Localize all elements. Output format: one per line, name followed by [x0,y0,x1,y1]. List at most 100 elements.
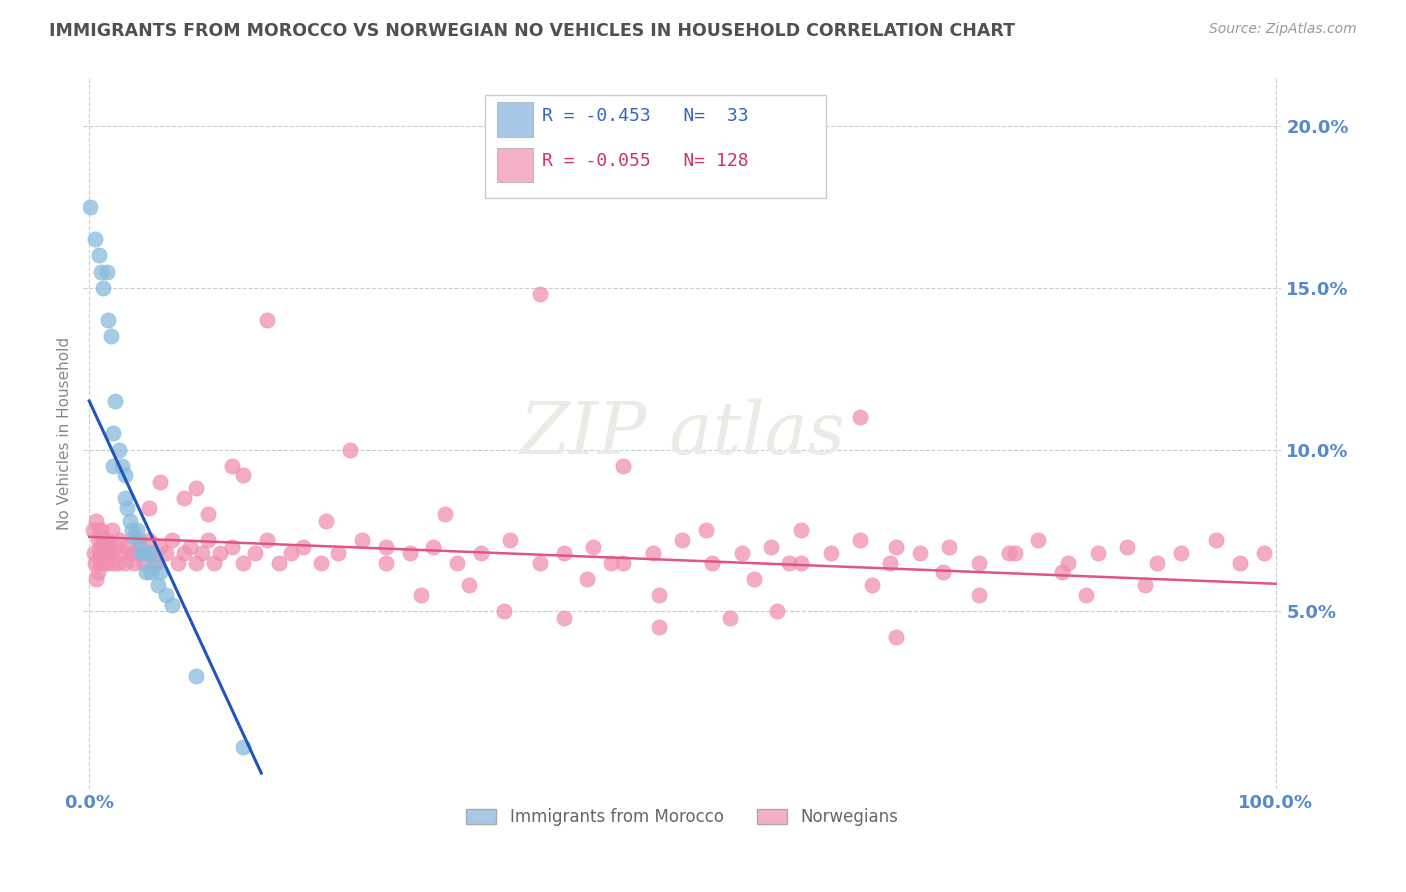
Point [98,540,121,554]
Point [582,540,605,554]
Point [647,588,669,602]
Point [96,264,118,278]
Point [1229,556,1251,570]
Point [221,458,243,473]
Point [87,546,110,560]
Point [100,524,122,538]
Point [87,524,110,538]
Point [221,540,243,554]
Point [612,458,634,473]
Point [1050,566,1073,580]
Point [86,566,108,580]
Point [1004,546,1026,560]
Point [612,556,634,570]
Point [647,620,669,634]
Point [155,546,177,560]
Point [967,556,990,570]
Point [197,507,219,521]
Point [128,533,150,547]
Point [101,556,124,570]
Point [93,540,115,554]
Point [1133,578,1156,592]
Point [104,394,127,409]
Point [111,546,134,560]
Point [1026,533,1049,547]
Point [97,313,120,327]
Point [256,313,278,327]
Point [115,500,138,515]
Point [1116,540,1139,554]
Point [120,546,142,560]
Point [908,546,931,560]
Point [87,248,110,262]
Point [131,546,153,560]
Point [97,556,120,570]
Point [1170,546,1192,560]
Point [79,200,101,214]
Point [820,546,842,560]
Point [139,566,162,580]
Point [114,491,136,505]
Point [411,588,433,602]
Point [114,468,136,483]
Point [884,540,907,554]
Point [125,524,148,538]
Point [938,540,960,554]
Point [89,556,111,570]
Point [124,556,146,570]
Point [494,604,516,618]
Point [1074,588,1097,602]
Point [553,546,575,560]
Point [184,481,207,495]
Point [742,572,765,586]
Point [135,566,157,580]
Point [245,546,267,560]
Point [280,546,302,560]
Point [124,530,146,544]
Point [1057,556,1080,570]
Point [1205,533,1227,547]
Legend: Immigrants from Morocco, Norwegians: Immigrants from Morocco, Norwegians [458,799,907,834]
Point [84,232,107,246]
Point [90,264,112,278]
Point [146,556,169,570]
Point [731,546,754,560]
Point [91,533,114,547]
Point [641,546,664,560]
Point [197,533,219,547]
Point [1253,546,1275,560]
Point [179,540,201,554]
Point [93,556,115,570]
Point [167,556,190,570]
Point [232,740,254,755]
Point [86,533,108,547]
Text: R = -0.055   N= 128: R = -0.055 N= 128 [543,153,749,170]
Point [849,533,872,547]
Point [700,556,723,570]
FancyBboxPatch shape [485,95,827,198]
Point [309,556,332,570]
Point [115,540,138,554]
Point [118,514,141,528]
Point [434,507,457,521]
Point [470,546,492,560]
Point [374,540,396,554]
Point [553,611,575,625]
Point [149,566,172,580]
Point [82,524,104,538]
Point [1146,556,1168,570]
Text: Source: ZipAtlas.com: Source: ZipAtlas.com [1209,22,1357,37]
Point [529,556,551,570]
Point [89,540,111,554]
Point [328,546,350,560]
Point [499,533,522,547]
Point [101,426,124,441]
Point [790,556,813,570]
FancyBboxPatch shape [496,148,533,182]
Point [108,533,131,547]
Point [352,533,374,547]
Point [125,546,148,560]
Point [191,546,214,560]
Point [86,572,108,586]
Point [398,546,420,560]
